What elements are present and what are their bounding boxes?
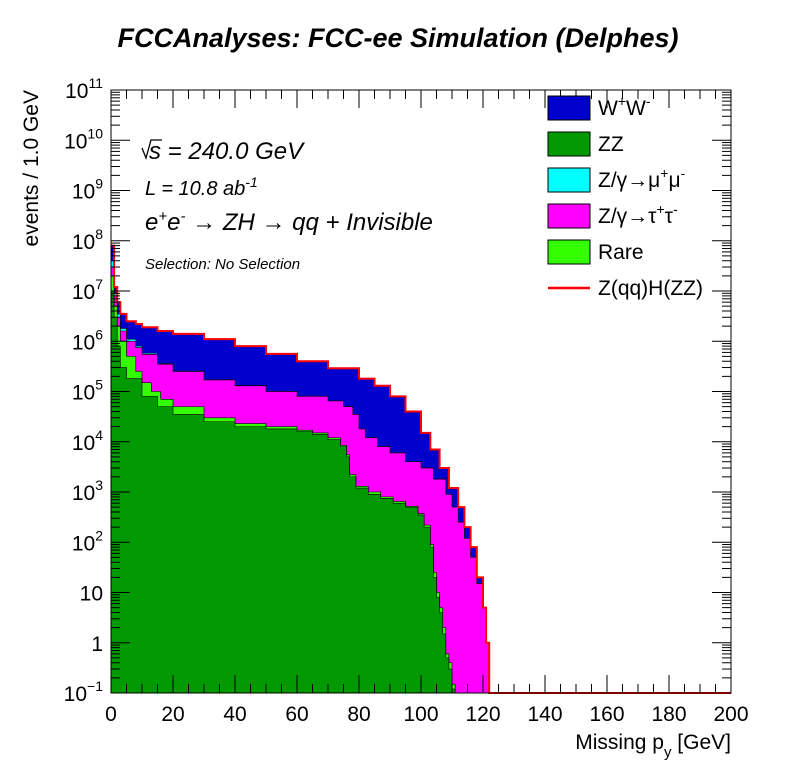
- series-signal-line: [111, 244, 731, 694]
- x-tick-label: 60: [285, 703, 308, 726]
- x-tick-label: 160: [589, 703, 624, 726]
- y-tick-label: 1011: [65, 75, 103, 103]
- x-tick-label: 40: [223, 703, 246, 726]
- y-tick-label: 1: [91, 633, 103, 656]
- annotation-sqrt-s: s = 240.0 GeV: [141, 138, 305, 165]
- y-tick-label: 104: [72, 427, 103, 455]
- annotation-lumi: L = 10.8 ab-1: [145, 174, 258, 200]
- legend-item-ww: W+W-: [547, 93, 651, 121]
- y-tick-label: 102: [72, 527, 103, 555]
- legend-item-rare: Rare: [547, 239, 644, 265]
- x-tick-label: 0: [105, 703, 117, 726]
- legend-item-zmumu: Z/γ→μ+μ-: [547, 165, 686, 193]
- legend-label: Z(qq)H(ZZ): [598, 277, 703, 300]
- legend-swatch: [547, 239, 591, 265]
- legend-swatch: [547, 203, 591, 229]
- legend-label: Rare: [598, 241, 644, 264]
- legend-item-signal: Z(qq)H(ZZ): [548, 277, 703, 300]
- x-tick-label: 80: [347, 703, 370, 726]
- y-ticks: 10−1 1 10 102 103 104 105 106 107 108 109 1010 1011: [64, 75, 731, 706]
- legend-label: Z/γ→τ+τ-: [598, 201, 678, 228]
- y-tick-label: 109: [72, 176, 103, 204]
- y-tick-label: 108: [72, 226, 103, 254]
- legend-label: ZZ: [598, 133, 624, 156]
- y-tick-label: 103: [72, 477, 103, 505]
- annotation-selection: Selection: No Selection: [145, 256, 300, 273]
- y-axis-title: events / 1.0 GeV: [20, 90, 43, 246]
- x-tick-label: 120: [465, 703, 500, 726]
- x-tick-label: 100: [403, 703, 438, 726]
- legend-swatch: [547, 167, 591, 193]
- x-tick-label: 20: [161, 703, 184, 726]
- sqrt-symbol: [141, 139, 162, 161]
- signal-layer: [111, 244, 731, 694]
- legend-label: Z/γ→μ+μ-: [598, 165, 686, 192]
- y-tick-label: 10−1: [64, 678, 104, 706]
- y-tick-label: 1010: [64, 125, 103, 153]
- legend-swatch: [547, 95, 591, 121]
- x-axis-title: Missing py [GeV]: [575, 731, 731, 761]
- legend-item-ztautau: Z/γ→τ+τ-: [547, 201, 678, 229]
- annotation-process: e+e- → ZH → qq + Invisible: [145, 208, 433, 236]
- chart-title: FCCAnalyses: FCC-ee Simulation (Delphes): [117, 23, 678, 53]
- x-tick-label: 140: [527, 703, 562, 726]
- y-tick-label: 106: [72, 326, 103, 354]
- legend-item-zz: ZZ: [547, 131, 624, 157]
- x-tick-label: 180: [651, 703, 686, 726]
- legend-label: W+W-: [598, 93, 651, 120]
- x-tick-label: 200: [713, 703, 748, 726]
- y-tick-label: 105: [72, 377, 103, 405]
- series-zz: [110, 290, 456, 694]
- series-layer: [110, 245, 490, 694]
- legend-swatch: [547, 131, 591, 157]
- x-ticks: 0 20 40 60 80 100 120 140 160 180 200: [105, 90, 749, 726]
- y-tick-label: 107: [72, 276, 103, 304]
- sqrt-s-text: s = 240.0 GeV: [149, 138, 305, 165]
- legend: W+W- ZZ Z/γ→μ+μ- Z/γ→τ+τ- Rare Z(qq)H(ZZ): [547, 93, 703, 300]
- y-tick-label: 10: [80, 583, 103, 606]
